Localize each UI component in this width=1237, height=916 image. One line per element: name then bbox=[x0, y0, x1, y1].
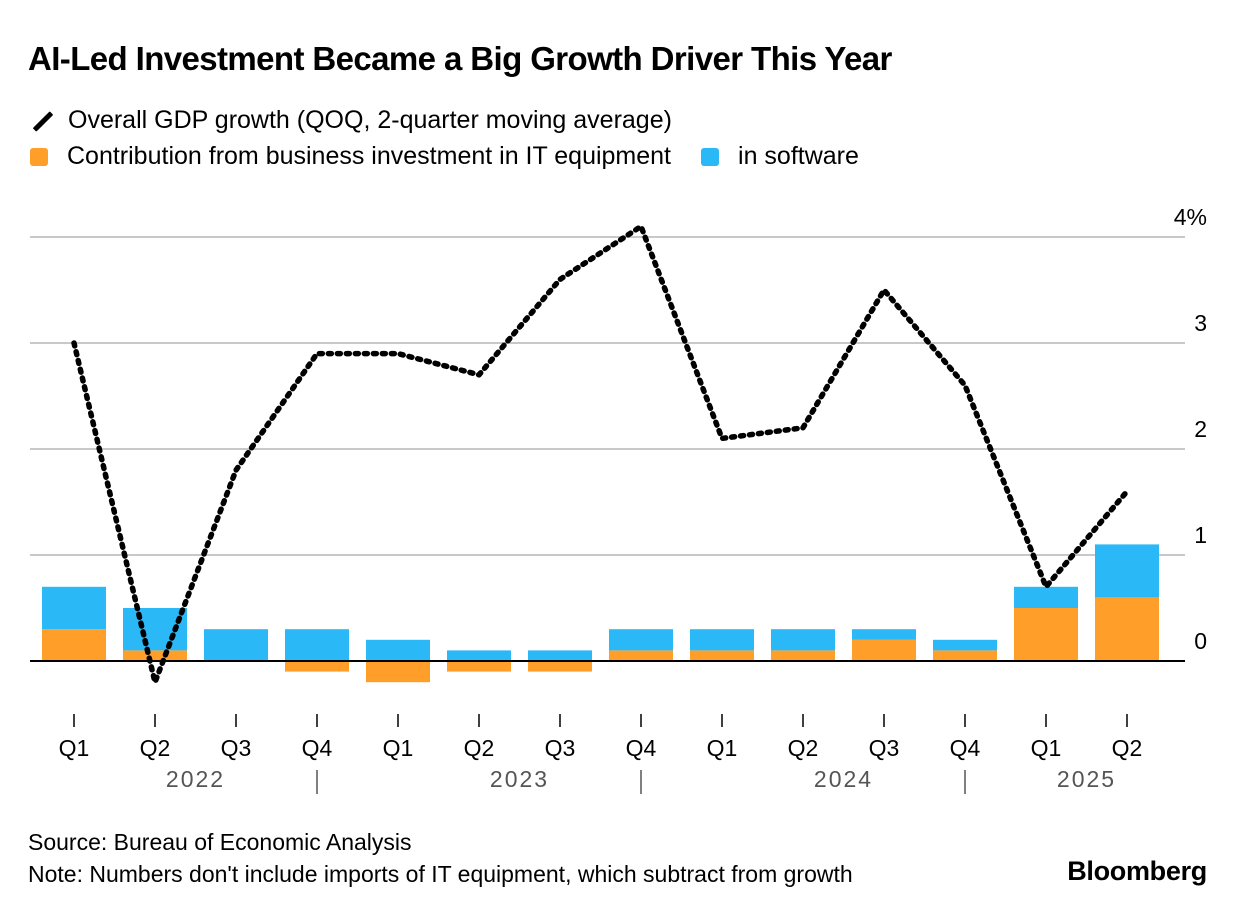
y-tick-label: 2 bbox=[1194, 416, 1207, 442]
bar-software bbox=[771, 629, 835, 651]
bar-software bbox=[42, 586, 106, 630]
bar-software bbox=[528, 650, 592, 661]
year-label: 2025 bbox=[1057, 766, 1116, 792]
bar-software bbox=[852, 629, 916, 640]
bar-software bbox=[285, 629, 349, 661]
bar-it-equipment bbox=[366, 661, 430, 683]
legend-row-2: Contribution from business investment in… bbox=[30, 142, 889, 171]
bar-software bbox=[366, 639, 430, 661]
legend-item-gdp: Overall GDP growth (QOQ, 2-quarter movin… bbox=[30, 106, 672, 135]
footnote: Note: Numbers don't include imports of I… bbox=[28, 861, 853, 887]
bar-software bbox=[204, 629, 268, 661]
year-label: 2023 bbox=[490, 766, 549, 792]
x-tick-label: Q4 bbox=[302, 735, 333, 761]
bar-it-equipment bbox=[1095, 597, 1159, 661]
bar-it-equipment bbox=[690, 650, 754, 661]
y-tick-label: 3 bbox=[1194, 310, 1207, 336]
bar-it-equipment bbox=[285, 661, 349, 672]
x-tick-label: Q3 bbox=[221, 735, 252, 761]
bar-it-equipment bbox=[42, 629, 106, 661]
x-tick-label: Q1 bbox=[59, 735, 90, 761]
legend-row-1: Overall GDP growth (QOQ, 2-quarter movin… bbox=[30, 106, 702, 135]
bar-it-equipment bbox=[123, 650, 187, 661]
gridlines bbox=[30, 236, 1185, 556]
legend-label-software: in software bbox=[738, 142, 859, 170]
x-tick-label: Q2 bbox=[140, 735, 171, 761]
bar-it-equipment bbox=[528, 661, 592, 672]
x-axis: Q1 Q2 Q3 Q4 Q1 Q2 Q3 Q4 Q1 Q2 Q3 Q4 Q1 Q2 2022 2023 2024… bbox=[59, 714, 1143, 794]
bar-software bbox=[1095, 544, 1159, 598]
y-tick-label: 1 bbox=[1194, 522, 1207, 548]
bar-it-equipment bbox=[933, 650, 997, 661]
blue-swatch-icon bbox=[701, 147, 720, 166]
bar-it-equipment bbox=[1014, 608, 1078, 661]
bar-it-equipment bbox=[852, 639, 916, 661]
x-tick-label: Q1 bbox=[383, 735, 414, 761]
bloomberg-logo: Bloomberg bbox=[1067, 856, 1207, 886]
gdp-growth-line bbox=[71, 223, 1130, 685]
x-tick-label: Q3 bbox=[869, 735, 900, 761]
x-tick-label: Q4 bbox=[950, 735, 981, 761]
x-tick-label: Q2 bbox=[1112, 735, 1143, 761]
x-tick-label: Q1 bbox=[1031, 735, 1062, 761]
year-label: 2024 bbox=[814, 766, 873, 792]
y-tick-label: 0 bbox=[1194, 628, 1207, 654]
x-tick-label: Q2 bbox=[788, 735, 819, 761]
legend-item-it-equipment: Contribution from business investment in… bbox=[30, 142, 671, 171]
y-tick-label: 4% bbox=[1174, 204, 1207, 230]
x-tick-label: Q2 bbox=[464, 735, 495, 761]
bar-software bbox=[690, 629, 754, 651]
chart-title: AI-Led Investment Became a Big Growth Dr… bbox=[28, 40, 892, 77]
bar-software bbox=[609, 629, 673, 651]
bar-software bbox=[1014, 586, 1078, 608]
legend-label-it-equipment: Contribution from business investment in… bbox=[67, 142, 672, 170]
bar-software bbox=[933, 639, 997, 651]
bar-it-equipment bbox=[771, 650, 835, 661]
y-axis-labels: 0 1 2 3 4% bbox=[1174, 204, 1207, 654]
orange-swatch-icon bbox=[30, 147, 48, 166]
bars bbox=[42, 544, 1159, 683]
gdp-line bbox=[71, 223, 1130, 685]
x-tick-label: Q3 bbox=[545, 735, 576, 761]
x-tick-label: Q1 bbox=[707, 735, 738, 761]
x-tick-label: Q4 bbox=[626, 735, 657, 761]
bar-software bbox=[447, 650, 511, 661]
source-note: Source: Bureau of Economic Analysis bbox=[28, 829, 412, 855]
year-label: 2022 bbox=[166, 766, 225, 792]
legend-item-software: in software bbox=[701, 142, 859, 171]
bar-it-equipment bbox=[447, 661, 511, 672]
bar-it-equipment bbox=[609, 650, 673, 661]
legend-label-gdp: Overall GDP growth (QOQ, 2-quarter movin… bbox=[68, 106, 672, 134]
